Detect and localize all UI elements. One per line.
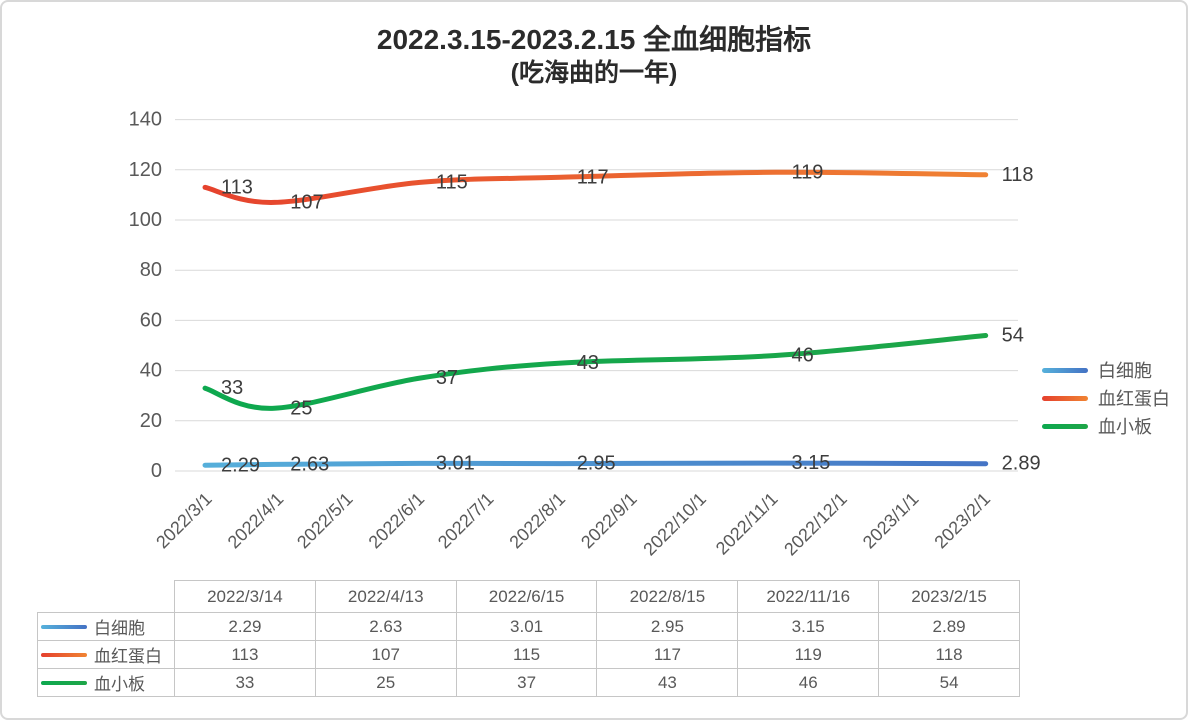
series-line-血小板: [202, 333, 989, 411]
x-tick-label: 2022/6/1: [365, 489, 429, 553]
table-row-label-cell: 血红蛋白: [37, 640, 175, 669]
table-cell: 119: [737, 640, 880, 669]
legend-item-血红蛋白: 血红蛋白: [1042, 384, 1170, 412]
data-label: 2.95: [577, 453, 616, 475]
blood-cell-line-chart: 0 20 40 60 80 100 120 140 2022/3/1 2022/4/1 2022/5…: [129, 109, 1041, 560]
data-label: 113: [221, 176, 253, 198]
x-tick-label: 2022/5/1: [293, 489, 357, 553]
legend-key-swatch: [41, 652, 87, 657]
x-tick-label: 2023/1/1: [859, 489, 923, 553]
table-cell: 25: [314, 668, 457, 697]
table-row: 血红蛋白 113 107 115 117 119 118: [37, 640, 1020, 669]
data-label: 107: [290, 191, 323, 213]
table-cell: 33: [174, 668, 316, 697]
table-cell: 43: [596, 668, 739, 697]
data-label: 3.15: [791, 452, 830, 474]
table-row: 血小板 33 25 37 43 46 54: [37, 668, 1020, 697]
legend-label: 白细胞: [1098, 361, 1152, 381]
table-cell: 107: [314, 640, 457, 669]
table-cell: 3.15: [737, 612, 880, 641]
legend-line-swatch: [1042, 367, 1088, 373]
y-tick-label: 40: [140, 360, 162, 382]
table-cell: 115: [455, 640, 598, 669]
data-label: 115: [436, 171, 468, 193]
table-cell: 37: [455, 668, 598, 697]
table-cell: 54: [878, 668, 1020, 697]
legend-item-血小板: 血小板: [1042, 412, 1170, 440]
y-tick-label: 140: [129, 109, 162, 131]
table-header: 2022/3/14 2022/4/13 2022/6/15 2022/8/15 2022…: [38, 580, 1020, 613]
table-header-cell: 2023/2/15: [878, 580, 1020, 613]
chart-legend: 白细胞血红蛋白血小板: [1042, 356, 1170, 440]
data-label: 2.63: [290, 453, 329, 475]
table-header-row: 2022/3/14 2022/4/13 2022/6/15 2022/8/15 2022…: [38, 580, 1020, 613]
table-header-cell: 2022/8/15: [596, 580, 739, 613]
table-header-cell: 2022/3/14: [174, 580, 316, 613]
table-body: 白细胞 2.29 2.63 3.01 2.95 3.15 2.89 血红蛋白 113 107 115…: [37, 612, 1020, 697]
x-tick-label: 2022/3/1: [152, 489, 216, 553]
table-header-cell: 2022/6/15: [455, 580, 598, 613]
legend-line-swatch: [1042, 423, 1088, 429]
chart-subtitle: (吃海曲的一年): [510, 59, 678, 88]
table-header-cell: 2022/11/16: [737, 580, 880, 613]
data-label: 2.29: [221, 454, 260, 476]
chart-data-table: 2022/3/14 2022/4/13 2022/6/15 2022/8/15 2022…: [37, 580, 1020, 697]
table-cell: 117: [596, 640, 739, 669]
data-label: 43: [577, 352, 599, 374]
x-tick-label: 2022/7/1: [434, 489, 498, 553]
table-row-label: 血小板: [94, 675, 145, 694]
data-label: 25: [290, 397, 312, 419]
y-tick-label: 100: [129, 209, 162, 231]
legend-item-白细胞: 白细胞: [1042, 356, 1170, 384]
table-row-label: 白细胞: [94, 619, 145, 638]
series-line-白细胞: [202, 460, 989, 468]
legend-key-swatch: [41, 624, 87, 629]
legend-key-swatch: [41, 680, 87, 685]
table-row: 白细胞 2.29 2.63 3.01 2.95 3.15 2.89: [37, 612, 1020, 641]
x-tick-label: 2022/8/1: [506, 489, 570, 553]
x-tick-label: 2022/4/1: [224, 489, 288, 553]
table-cell: 2.63: [314, 612, 457, 641]
y-tick-label: 60: [140, 309, 162, 331]
x-tick-label: 2023/2/1: [930, 489, 994, 553]
legend-label: 血红蛋白: [1098, 389, 1170, 409]
table-cell: 46: [737, 668, 880, 697]
data-label: 46: [791, 345, 813, 367]
x-tick-label: 2022/10/1: [639, 489, 710, 560]
table-row-label-cell: 血小板: [37, 668, 175, 697]
data-label: 3.01: [436, 452, 475, 474]
table-cell: 2.95: [596, 612, 739, 641]
y-tick-label: 20: [140, 410, 162, 432]
table-cell: 118: [878, 640, 1020, 669]
data-label: 2.89: [1002, 453, 1041, 475]
table-cell: 2.89: [878, 612, 1020, 641]
table-cell: 113: [174, 640, 316, 669]
legend-label: 血小板: [1098, 417, 1152, 437]
y-tick-label: 120: [129, 159, 162, 181]
data-label: 119: [791, 161, 823, 183]
y-tick-label: 80: [140, 259, 162, 281]
table-cell: 2.29: [174, 612, 316, 641]
x-tick-label: 2022/11/1: [712, 489, 782, 559]
x-tick-label: 2022/12/1: [780, 489, 851, 560]
table-corner-cell: [38, 581, 175, 613]
chart-title-block: 2022.3.15-2023.2.15 全血细胞指标 (吃海曲的一年): [2, 24, 1186, 88]
chart-title: 2022.3.15-2023.2.15 全血细胞指标: [376, 24, 812, 55]
table-header-cell: 2022/4/13: [314, 580, 457, 613]
x-tick-label: 2022/9/1: [577, 489, 641, 553]
y-tick-label: 0: [151, 460, 162, 482]
data-label: 117: [577, 166, 609, 188]
data-label: 37: [436, 367, 458, 389]
table-cell: 3.01: [455, 612, 598, 641]
data-label: 33: [221, 377, 243, 399]
series-line-血红蛋白: [202, 169, 989, 205]
legend-line-swatch: [1042, 395, 1088, 401]
table-row-label: 血红蛋白: [94, 647, 162, 666]
data-label: 118: [1002, 164, 1034, 186]
table-row-label-cell: 白细胞: [37, 612, 175, 641]
data-label: 54: [1002, 324, 1024, 346]
